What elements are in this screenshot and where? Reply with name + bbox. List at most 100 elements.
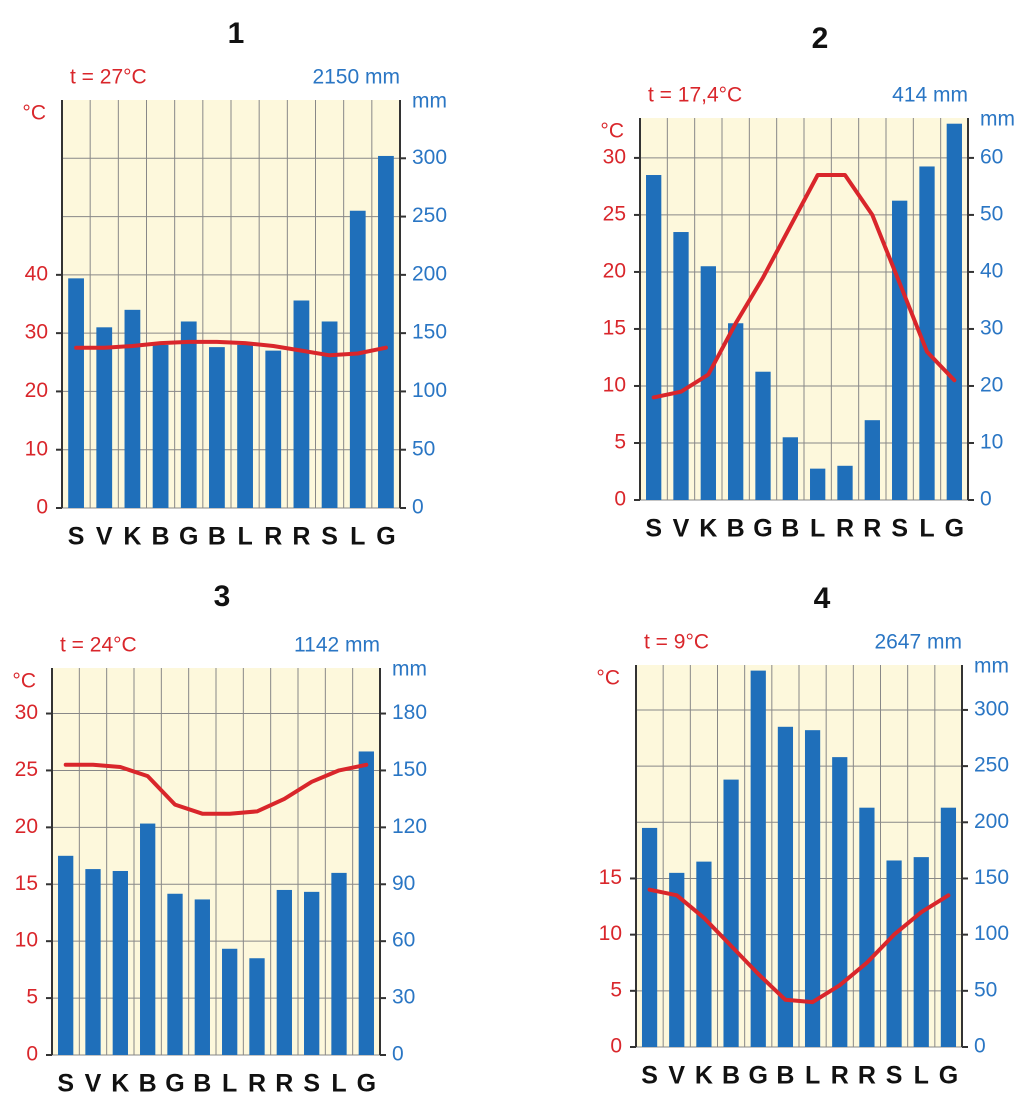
bar [293,300,310,508]
x-tick-label: S [886,1062,903,1090]
y-tick-label: 20 [603,259,626,282]
chart-title: 2 [812,22,829,55]
bar [276,889,292,1055]
y-tick-label: 0 [610,1035,622,1058]
y-tick-label: 0 [36,496,48,519]
precipitation-label: 2647 mm [874,631,962,654]
bar [180,321,197,508]
x-tick-label: R [836,515,854,543]
y2-tick-label: 150 [974,866,1009,889]
precipitation-label: 414 mm [892,84,968,107]
x-tick-label: V [668,1062,685,1090]
bar [321,321,338,508]
bar [723,779,739,1047]
bar [249,958,265,1055]
x-tick-label: G [179,523,198,551]
bar [96,327,113,508]
precipitation-label: 1142 mm [294,634,380,657]
x-tick-label: K [123,523,141,551]
temperature-label: t = 24°C [60,634,137,657]
y2-tick-label: 200 [412,262,447,285]
bar [782,437,798,500]
bar [886,860,902,1047]
bar [696,861,712,1047]
x-tick-label: K [695,1062,713,1090]
y-tick-label: 5 [26,986,38,1009]
x-tick-label: K [111,1070,129,1097]
y2-tick-label: 30 [392,986,415,1009]
x-tick-label: B [781,515,799,543]
x-tick-label: R [264,523,282,551]
y-tick-label: 15 [599,866,622,889]
temperature-line [74,339,388,358]
x-tick-label: V [673,515,690,543]
bar [913,857,929,1047]
x-tick-label: L [222,1070,237,1097]
y2-tick-label: 40 [980,259,1003,282]
y-tick-label: 30 [603,145,626,168]
y2-tick-label: 150 [392,758,427,781]
y2-tick-label: 20 [980,374,1003,397]
x-tick-label: R [858,1062,876,1090]
y2-tick-label: 50 [974,978,997,1001]
x-tick-label: G [945,515,964,543]
y2-tick-label: 100 [412,379,447,402]
chart-title: 3 [214,580,231,613]
x-tick-label: R [863,515,881,543]
temperature-label: t = 27°C [70,66,147,89]
precipitation-label: 2150 mm [312,66,400,89]
x-tick-label: B [776,1062,794,1090]
y2-tick-label: 100 [974,922,1009,945]
bar [810,468,826,500]
y-tick-label: 10 [25,437,48,460]
y-tick-label: 30 [15,701,38,724]
y-axis-label: °C [600,120,624,143]
bar [304,891,320,1055]
y2-tick-label: 0 [412,496,424,519]
x-tick-label: S [891,515,908,543]
bar [804,730,821,1047]
y-tick-label: 10 [599,922,622,945]
chart-title: 4 [814,582,831,615]
bar [919,166,935,500]
x-tick-label: L [919,515,934,543]
temperature-line [647,887,951,1005]
bar [859,807,875,1047]
x-tick-label: B [722,1062,740,1090]
x-tick-label: B [139,1070,157,1097]
bar [167,893,183,1055]
y2-tick-label: 0 [392,1043,404,1066]
bar [864,420,880,500]
bar [946,123,962,501]
bar [378,155,394,508]
x-tick-label: G [939,1062,958,1090]
y2-tick-label: 120 [392,815,427,838]
y2-tick-label: 180 [392,701,427,724]
y2-tick-label: 50 [412,437,435,460]
bar [140,823,156,1055]
bar [728,323,744,500]
y-tick-label: 30 [25,321,48,344]
x-tick-label: L [237,523,252,551]
bar [112,870,128,1055]
bar [209,347,225,508]
y-tick-label: 15 [603,317,626,340]
bar [68,278,84,508]
x-tick-label: L [350,523,365,551]
y2-axis-label: mm [392,658,427,681]
bar [194,899,210,1055]
bar [85,869,101,1055]
x-tick-label: S [641,1062,658,1090]
bar [124,309,141,508]
bar [152,344,169,508]
x-tick-label: S [68,523,85,551]
y2-tick-label: 200 [974,810,1009,833]
x-tick-label: L [331,1070,346,1097]
bar [646,175,662,500]
x-tick-label: V [85,1070,102,1097]
y-axis-label: °C [12,670,36,693]
bar [641,827,658,1047]
y2-axis-label: mm [974,655,1009,678]
y-tick-label: 5 [610,978,622,1001]
